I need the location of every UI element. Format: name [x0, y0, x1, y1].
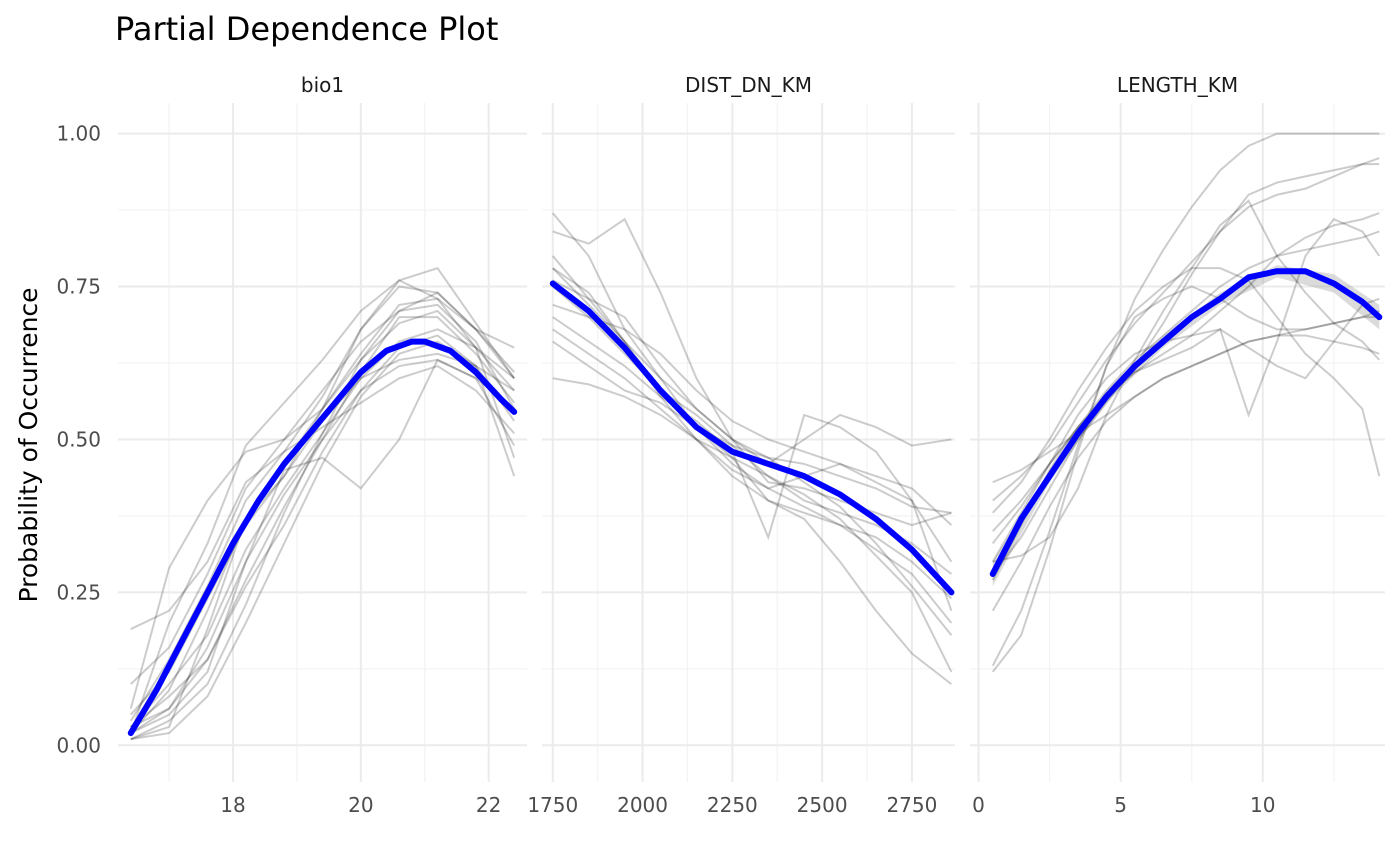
replicate-line — [129, 266, 516, 734]
replicate-line — [552, 267, 952, 466]
replicate-line — [552, 340, 953, 636]
x-tick-label: 2000 — [617, 793, 668, 817]
panel-dist-dn-km: 1750 2000 2250 2500 2750 DIST_DN_KM — [527, 73, 955, 817]
panel-length-km: 0 5 10 LENGTH_KM — [970, 73, 1385, 817]
confidence-band — [992, 265, 1380, 587]
mean-line — [549, 280, 955, 596]
replicate-line — [552, 303, 953, 526]
panel-bio1: 18 20 22 bio1 — [118, 73, 527, 817]
replicate-line — [130, 358, 516, 734]
replicate-line — [552, 212, 953, 685]
x-tick-label: 20 — [348, 793, 373, 817]
replicate-line — [991, 218, 1381, 581]
facet-strip-label: DIST_DN_KM — [685, 73, 812, 97]
replicate-line — [130, 297, 516, 734]
y-tick-label: 1.00 — [56, 122, 101, 146]
replicate-line — [130, 328, 515, 728]
replicate-line — [130, 279, 515, 741]
replicate-line — [130, 309, 516, 741]
replicate-line — [992, 157, 1380, 502]
facet-strip-label: bio1 — [301, 73, 344, 97]
x-tick-label: 22 — [476, 793, 501, 817]
replicate-line — [991, 230, 1380, 545]
x-tick-label: 0 — [972, 793, 985, 817]
x-tick-label: 18 — [220, 793, 245, 817]
x-tick-label: 10 — [1250, 793, 1275, 817]
y-tick-label: 0.75 — [56, 275, 101, 299]
y-tick-label: 0.00 — [56, 733, 101, 757]
x-tick-label: 2250 — [707, 793, 758, 817]
replicate-line — [130, 285, 515, 630]
replicate-line — [552, 316, 953, 612]
x-tick-label: 2750 — [886, 793, 937, 817]
replicate-line — [552, 255, 953, 563]
y-axis-label: Probability of Occurrence — [14, 287, 43, 602]
x-tick-label: 1750 — [527, 793, 578, 817]
replicate-line — [130, 316, 516, 728]
replicate-line — [991, 132, 1380, 667]
mean-line — [127, 338, 518, 737]
x-tick-label: 5 — [1114, 793, 1127, 817]
mean-line — [989, 268, 1383, 578]
replicate-line — [992, 212, 1380, 532]
replicate-line — [992, 267, 1381, 514]
replicate-line — [552, 377, 953, 673]
replicate-line — [991, 285, 1380, 673]
facet-strip-label: LENGTH_KM — [1117, 73, 1238, 97]
replicate-line — [552, 328, 953, 624]
replicate-line — [992, 199, 1381, 563]
replicate-line — [991, 297, 1380, 563]
replicate-line — [130, 358, 515, 734]
replicate-line — [130, 334, 516, 728]
replicate-line — [552, 279, 952, 514]
y-tick-label: 0.25 — [56, 580, 101, 604]
facet-panels: 0.00 0.25 0.50 0.75 1.00 18 20 22 bio1 1750 2000 22… — [56, 73, 1385, 817]
replicate-line — [991, 310, 1380, 612]
replicate-line — [552, 267, 953, 600]
replicate-line — [991, 163, 1380, 575]
replicate-line — [130, 303, 516, 685]
chart-title: Partial Dependence Plot — [115, 10, 498, 48]
replicate-line — [129, 291, 515, 709]
y-tick-label: 0.50 — [56, 427, 101, 451]
replicate-line — [992, 334, 1380, 484]
x-tick-label: 2500 — [797, 793, 848, 817]
